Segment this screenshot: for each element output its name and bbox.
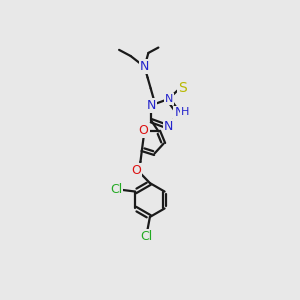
Text: N: N [175,106,184,119]
Text: N: N [164,120,173,134]
Text: O: O [139,124,148,137]
Text: Cl: Cl [141,230,153,243]
Text: N: N [165,94,173,104]
Text: N: N [140,60,149,73]
Text: Cl: Cl [110,183,122,196]
Text: H: H [181,107,190,117]
Text: O: O [131,164,141,178]
Text: S: S [178,81,187,95]
Text: N: N [147,99,156,112]
